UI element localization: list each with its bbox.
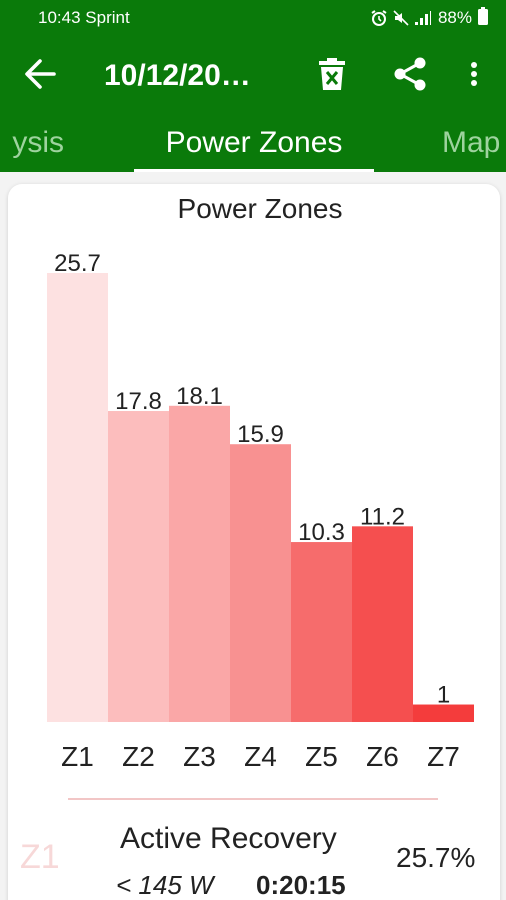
signal-icon (414, 10, 432, 26)
bar-value-label: 11.2 (360, 503, 405, 530)
zone-name: Active Recovery (120, 822, 337, 855)
bar-value-label: 17.8 (115, 388, 162, 415)
zone-time: 0:20:15 (256, 870, 346, 900)
x-tick-label: Z5 (305, 741, 338, 772)
app-bar: 10/12/20… (0, 36, 506, 118)
bar-z7[interactable] (413, 704, 474, 722)
x-tick-label: Z7 (427, 741, 460, 772)
share-icon (392, 56, 428, 97)
zone-power-range: < 145 W (116, 870, 214, 900)
bar-z4[interactable] (230, 444, 291, 722)
battery-level: 88% (437, 8, 472, 27)
zone-detail-row[interactable]: Z1 Active Recovery < 145 W 0:20:15 25.7% (0, 808, 506, 900)
more-options-button[interactable] (456, 54, 492, 98)
tab-bar: ysis Power Zones Map (0, 118, 506, 172)
bar-value-label: 10.3 (298, 519, 345, 546)
back-arrow-icon (23, 57, 57, 96)
x-tick-label: Z3 (183, 741, 216, 772)
zone-id: Z1 (20, 838, 60, 876)
zone-divider (68, 798, 438, 800)
status-right: 88% (370, 6, 488, 30)
tab-map[interactable]: Map (442, 126, 501, 159)
page-title: 10/12/20… (104, 59, 251, 92)
x-tick-label: Z1 (61, 741, 94, 772)
zone-percent: 25.7% (396, 842, 476, 873)
bar-z2[interactable] (108, 411, 169, 722)
alarm-icon (370, 9, 388, 27)
battery-icon (478, 6, 488, 30)
bar-z1[interactable] (47, 273, 108, 722)
more-vert-icon (470, 61, 478, 92)
status-time: 10:43 Sprint (38, 8, 130, 27)
bar-value-label: 18.1 (176, 383, 223, 410)
tab-power-zones[interactable]: Power Zones (165, 126, 343, 159)
delete-button[interactable] (310, 54, 354, 98)
status-icons (370, 9, 432, 27)
delete-icon (317, 57, 347, 96)
chart-title: Power Zones (178, 193, 343, 224)
x-tick-label: Z4 (244, 741, 277, 772)
bar-z5[interactable] (291, 542, 352, 722)
bar-z6[interactable] (352, 526, 413, 722)
mute-icon (393, 10, 409, 26)
bar-value-label: 15.9 (237, 421, 284, 448)
power-zones-chart: Power Zones 25.7 Z1 17.8 Z2 18.1 Z3 15.9 Z4 10.3… (47, 193, 474, 772)
share-button[interactable] (388, 54, 432, 98)
bar-value-label: 25.7 (54, 250, 101, 277)
tab-analysis[interactable]: ysis (12, 126, 64, 159)
status-bar: 10:43 Sprint 88% (0, 0, 506, 36)
x-tick-label: Z2 (122, 741, 155, 772)
back-button[interactable] (18, 54, 62, 98)
bar-value-label: 1 (437, 682, 450, 709)
tab-indicator (134, 169, 374, 172)
bar-z3[interactable] (169, 405, 230, 722)
x-tick-label: Z6 (366, 741, 399, 772)
